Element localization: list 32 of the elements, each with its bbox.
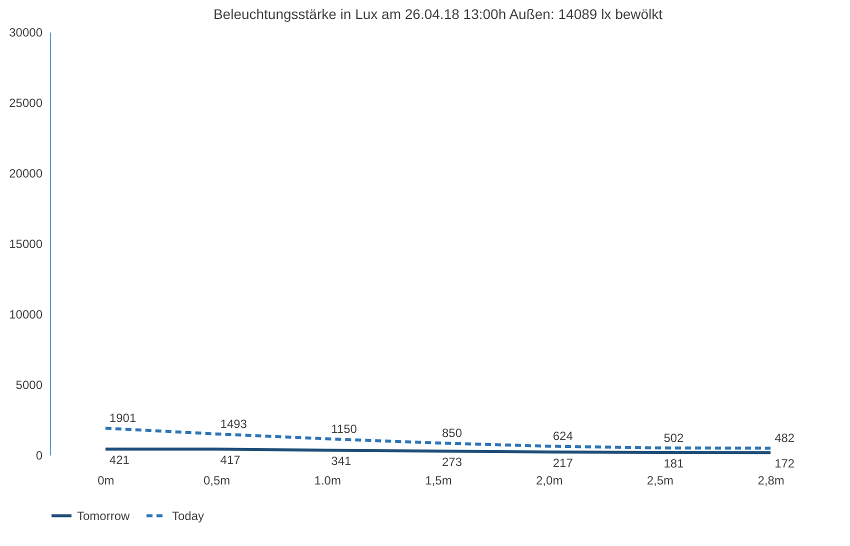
data-label: 421 xyxy=(109,453,130,468)
x-tick-label: 1,5m xyxy=(425,474,452,488)
y-tick-label: 20000 xyxy=(9,166,43,180)
y-tick-label: 0 xyxy=(36,448,43,462)
data-label: 341 xyxy=(331,454,352,468)
data-label: 181 xyxy=(664,456,684,470)
data-label: 172 xyxy=(774,456,795,471)
y-tick-label: 5000 xyxy=(16,378,43,392)
x-tick-label: 2,5m xyxy=(646,474,674,488)
y-tick-label: 25000 xyxy=(9,96,43,110)
x-tick-label: 1.0m xyxy=(314,474,341,488)
y-tick-label: 15000 xyxy=(9,237,43,251)
data-label: 482 xyxy=(774,431,795,446)
x-tick-label: 2,8m xyxy=(758,474,784,488)
x-tick-label: 0m xyxy=(98,474,114,488)
legend-label: Tomorrow xyxy=(77,508,130,523)
legend-label: Today xyxy=(172,508,204,523)
data-label: 502 xyxy=(664,430,684,445)
x-tick-label: 0,5m xyxy=(203,474,230,488)
data-label: 217 xyxy=(552,456,574,470)
data-label: 417 xyxy=(220,453,241,468)
line-series xyxy=(104,426,772,450)
data-label: 1493 xyxy=(220,416,248,431)
y-tick-label: 30000 xyxy=(9,26,43,40)
data-label: 1901 xyxy=(109,411,136,426)
data-label: 273 xyxy=(442,455,462,470)
x-tick-label: 2,0m xyxy=(536,474,563,488)
data-label: 1150 xyxy=(331,422,358,436)
data-label: 624 xyxy=(552,429,574,444)
chart-title: Beleuchtungsstärke in Lux am 26.04.18 13:00h Außen: 14089 lx bewölkt xyxy=(213,6,663,22)
data-label: 850 xyxy=(442,426,462,440)
y-tick-label: 10000 xyxy=(9,308,43,322)
